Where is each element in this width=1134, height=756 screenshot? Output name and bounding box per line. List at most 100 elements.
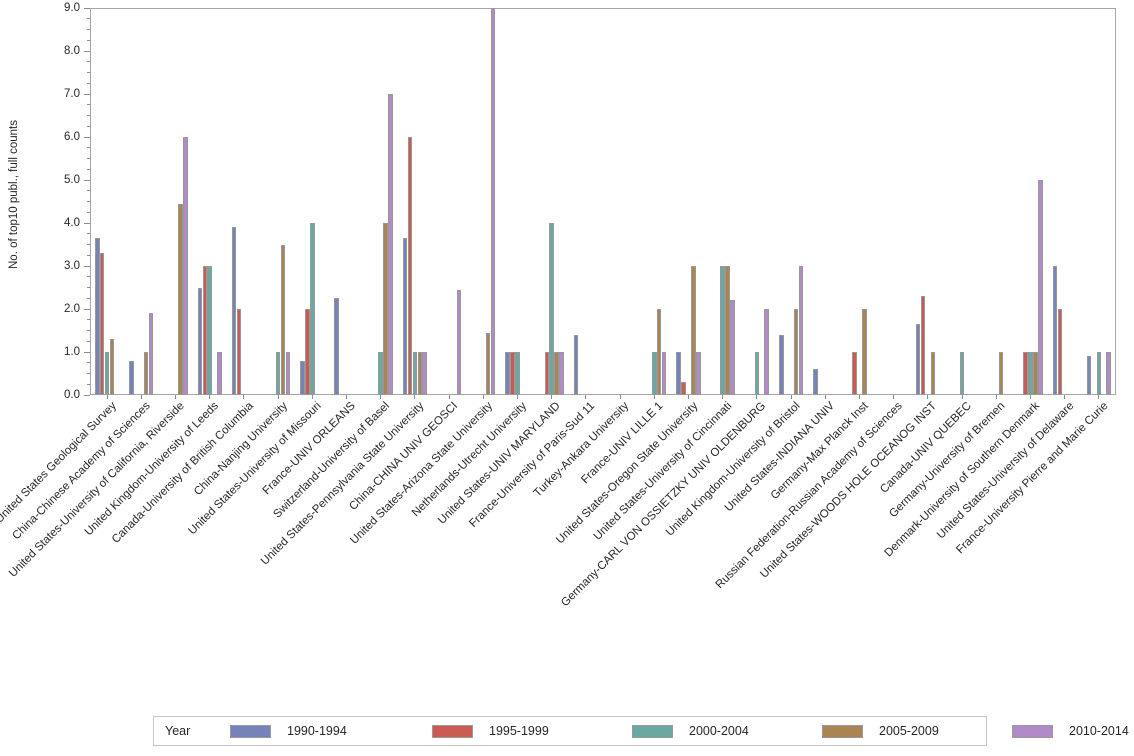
bar-2010-2014-cat30 xyxy=(1106,352,1111,395)
x-axis-tick xyxy=(619,395,621,399)
bar-2005-2009-cat21 xyxy=(793,309,799,395)
bar-1995-1999-cat28 xyxy=(1023,352,1028,395)
y-axis-major-tick xyxy=(84,50,90,52)
legend-label: 2010-2014 xyxy=(1069,724,1129,738)
legend-label: 1995-1999 xyxy=(489,724,549,738)
y-axis-minor-tick xyxy=(87,330,90,331)
x-axis-tick xyxy=(277,395,279,399)
x-axis-tick xyxy=(414,395,416,399)
y-axis-major-tick xyxy=(84,179,90,181)
bar-2005-2009-cat17 xyxy=(656,309,662,395)
y-axis-minor-tick xyxy=(87,61,90,63)
bar-1990-1994-cat25 xyxy=(915,324,921,395)
legend-label: 1990-1994 xyxy=(287,724,347,738)
legend-swatch-icon xyxy=(632,725,673,738)
bar-1990-1994-cat4 xyxy=(197,287,203,395)
bar-2000-2004-cat20 xyxy=(754,352,760,395)
x-axis-tick xyxy=(346,395,347,399)
y-axis-minor-tick xyxy=(87,72,90,73)
y-axis-title: No. of top10 publ., full counts xyxy=(8,120,20,270)
x-axis-tick xyxy=(688,395,689,399)
y-axis-minor-tick xyxy=(87,29,90,30)
x-axis-tick xyxy=(961,395,963,399)
bar-2010-2014-cat20 xyxy=(764,309,769,395)
bar-1995-1999-cat18 xyxy=(681,382,686,395)
legend-swatch-icon xyxy=(432,725,473,738)
bar-1990-1994-cat7 xyxy=(300,360,305,395)
bar-2005-2009-cat28 xyxy=(1033,352,1038,395)
x-axis-tick xyxy=(859,395,860,399)
x-axis-tick xyxy=(551,395,553,399)
legend-title: Year xyxy=(165,724,191,738)
bar-2010-2014-cat2 xyxy=(148,313,154,395)
bar-2000-2004-cat1 xyxy=(104,352,110,395)
y-axis-tick-label: 5.0 xyxy=(64,174,80,186)
y-axis-tick-label: 7.0 xyxy=(64,88,80,100)
bar-2010-2014-cat21 xyxy=(798,266,804,395)
y-axis-minor-tick xyxy=(87,168,90,170)
y-axis-minor-tick xyxy=(87,39,90,41)
bar-2000-2004-cat4 xyxy=(207,266,212,395)
legend-swatch-icon xyxy=(1012,725,1053,738)
x-axis-tick xyxy=(653,395,655,399)
bar-2000-2004-cat7 xyxy=(310,223,315,395)
bar-1990-1994-cat18 xyxy=(676,352,681,395)
bar-1995-1999-cat14 xyxy=(544,352,550,395)
y-axis-major-tick xyxy=(84,265,90,267)
y-axis-minor-tick xyxy=(87,254,90,256)
bar-1990-1994-cat21 xyxy=(779,334,784,395)
y-axis-minor-tick xyxy=(87,287,90,288)
bar-1990-1994-cat29 xyxy=(1052,266,1058,395)
bar-2000-2004-cat26 xyxy=(959,352,965,395)
bar-2010-2014-cat11 xyxy=(456,289,462,395)
bar-2010-2014-cat3 xyxy=(183,137,188,395)
y-axis-tick-label: 0.0 xyxy=(64,389,80,401)
y-axis-tick-label: 8.0 xyxy=(64,45,80,57)
x-axis-tick xyxy=(1030,395,1031,399)
bar-1990-1994-cat22 xyxy=(813,369,818,395)
plot-frame xyxy=(90,8,1116,395)
bar-1990-1994-cat13 xyxy=(505,352,510,395)
bar-2005-2009-cat25 xyxy=(930,352,936,395)
bar-1990-1994-cat30 xyxy=(1086,356,1092,395)
y-axis-tick-label: 4.0 xyxy=(64,217,80,229)
bar-2010-2014-cat18 xyxy=(696,352,701,395)
legend-label: 2005-2009 xyxy=(879,724,939,738)
x-axis-tick xyxy=(311,395,313,399)
y-axis-minor-tick xyxy=(87,125,90,127)
bar-2010-2014-cat28 xyxy=(1038,180,1043,395)
bar-2010-2014-cat19 xyxy=(730,300,735,395)
y-axis-minor-tick xyxy=(87,244,90,245)
bar-2005-2009-cat2 xyxy=(143,352,149,395)
bar-2000-2004-cat14 xyxy=(549,223,554,395)
x-axis-category-label: France-University of Paris-Sud 11 xyxy=(467,400,598,530)
y-axis-tick-label: 1.0 xyxy=(64,346,80,358)
bar-1995-1999-cat25 xyxy=(920,296,926,395)
bar-2010-2014-cat9 xyxy=(388,94,393,395)
y-axis-tick-label: 3.0 xyxy=(64,260,80,272)
x-axis-tick xyxy=(482,395,484,399)
y-axis-minor-tick xyxy=(87,297,90,299)
x-axis-tick xyxy=(380,395,382,399)
x-axis-tick xyxy=(1098,395,1100,399)
bar-1990-1994-cat1 xyxy=(95,238,100,395)
bar-2000-2004-cat13 xyxy=(515,352,520,395)
bar-1995-1999-cat5 xyxy=(236,309,242,395)
bar-1995-1999-cat10 xyxy=(407,137,413,395)
y-axis-minor-tick xyxy=(87,18,90,20)
y-axis-minor-tick xyxy=(87,211,90,213)
x-axis-tick xyxy=(175,395,176,399)
x-axis-tick xyxy=(995,395,997,399)
y-axis-major-tick xyxy=(84,136,90,138)
bar-1995-1999-cat29 xyxy=(1057,309,1063,395)
x-axis-tick xyxy=(790,395,792,399)
y-axis-tick-label: 2.0 xyxy=(64,303,80,315)
y-axis-tick-label: 6.0 xyxy=(64,131,80,143)
x-axis-tick xyxy=(140,395,142,399)
bar-2005-2009-cat9 xyxy=(383,223,388,395)
y-axis-minor-tick xyxy=(87,319,90,321)
x-axis-tick xyxy=(585,395,587,399)
y-axis-major-tick xyxy=(84,93,90,95)
y-axis-minor-tick xyxy=(87,190,90,192)
